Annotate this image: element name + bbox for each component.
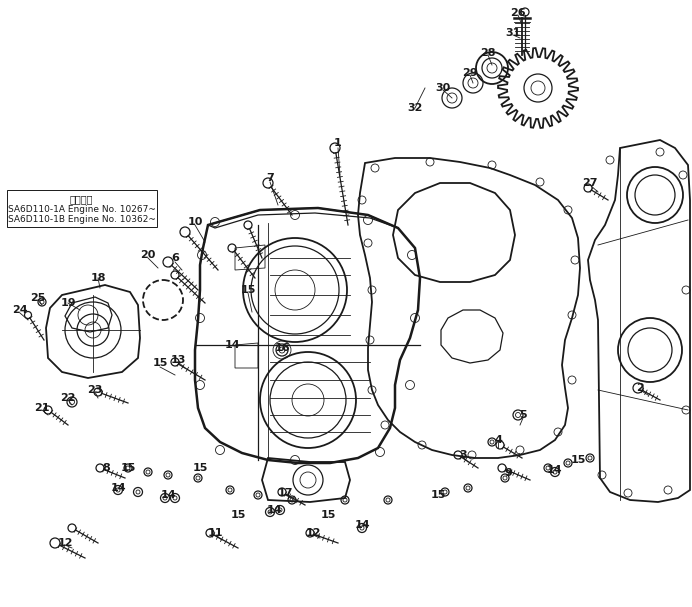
Text: 15: 15 bbox=[320, 510, 336, 520]
Text: 3: 3 bbox=[459, 450, 467, 460]
Text: 1: 1 bbox=[334, 138, 342, 148]
Text: SA6D110-1A Engine No. 10267~: SA6D110-1A Engine No. 10267~ bbox=[8, 205, 156, 214]
Text: 14: 14 bbox=[267, 505, 283, 515]
Text: 19: 19 bbox=[60, 298, 76, 308]
Text: 28: 28 bbox=[480, 48, 495, 58]
Text: 29: 29 bbox=[462, 68, 477, 78]
Text: 21: 21 bbox=[34, 403, 50, 413]
Text: 15: 15 bbox=[240, 285, 255, 295]
Text: 15: 15 bbox=[192, 463, 208, 473]
Text: 31: 31 bbox=[505, 28, 520, 38]
Text: 9: 9 bbox=[504, 468, 512, 478]
Text: 17: 17 bbox=[277, 488, 293, 498]
Text: 23: 23 bbox=[87, 385, 102, 395]
Text: 4: 4 bbox=[494, 435, 502, 445]
Text: 32: 32 bbox=[408, 103, 423, 113]
Text: 15: 15 bbox=[152, 358, 167, 368]
Text: 13: 13 bbox=[170, 355, 185, 365]
Text: 27: 27 bbox=[582, 178, 598, 188]
Text: 14: 14 bbox=[355, 520, 371, 530]
Text: 15: 15 bbox=[570, 455, 585, 465]
Text: 5: 5 bbox=[519, 410, 527, 420]
Text: 10: 10 bbox=[188, 217, 203, 227]
Text: 12: 12 bbox=[305, 528, 321, 538]
Text: 16: 16 bbox=[274, 343, 290, 353]
Text: 26: 26 bbox=[510, 8, 526, 18]
Text: 14: 14 bbox=[160, 490, 176, 500]
Text: 15: 15 bbox=[120, 463, 136, 473]
Text: 2: 2 bbox=[636, 383, 644, 393]
Text: 15: 15 bbox=[230, 510, 246, 520]
Text: 30: 30 bbox=[435, 83, 450, 93]
Text: 24: 24 bbox=[12, 305, 28, 315]
Text: 6: 6 bbox=[171, 253, 179, 263]
Text: 適用番号: 適用番号 bbox=[69, 194, 93, 204]
Text: 11: 11 bbox=[207, 528, 223, 538]
Text: 25: 25 bbox=[30, 293, 46, 303]
Text: 18: 18 bbox=[90, 273, 106, 283]
Text: 14: 14 bbox=[225, 340, 241, 350]
Text: 22: 22 bbox=[60, 393, 75, 403]
Text: 8: 8 bbox=[102, 463, 110, 473]
Text: 14: 14 bbox=[547, 465, 563, 475]
Text: 20: 20 bbox=[140, 250, 156, 260]
Text: 14: 14 bbox=[110, 483, 126, 493]
Text: 12: 12 bbox=[57, 538, 73, 548]
Text: 15: 15 bbox=[430, 490, 446, 500]
Text: 7: 7 bbox=[266, 173, 274, 183]
Text: SA6D110-1B Engine No. 10362~: SA6D110-1B Engine No. 10362~ bbox=[8, 215, 156, 225]
